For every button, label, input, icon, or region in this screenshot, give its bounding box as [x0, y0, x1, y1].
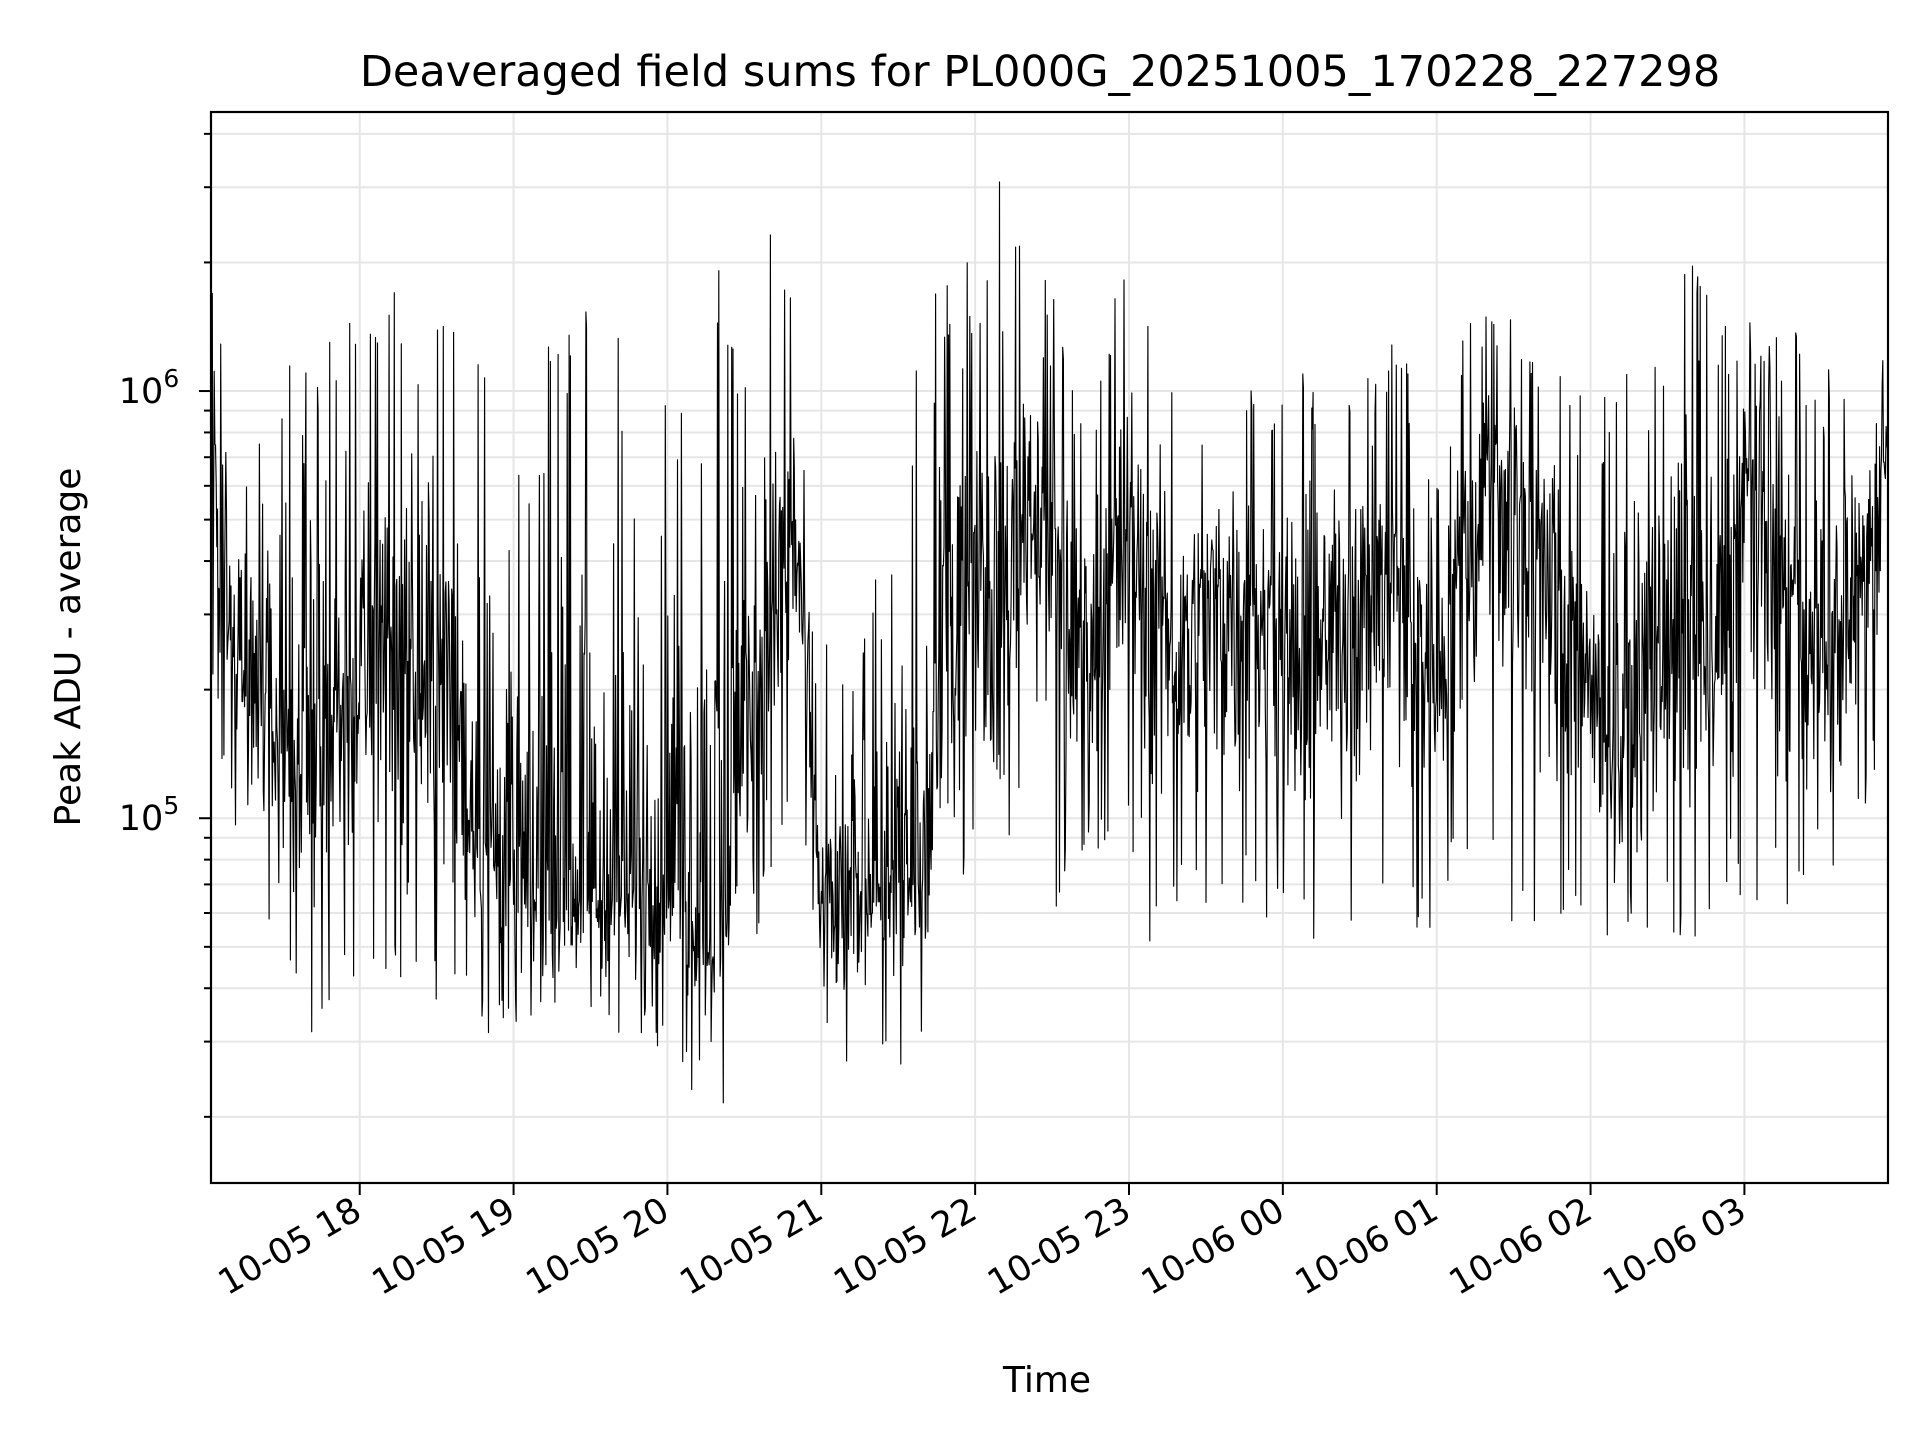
x-tick-label-9: 10-06 03 — [1597, 1190, 1753, 1303]
y-tick-label-1: 106 — [119, 364, 179, 412]
chart-title: Deaveraged field sums for PL000G_2025100… — [360, 47, 1720, 97]
x-axis-label: Time — [1002, 1360, 1091, 1401]
x-tick-label-2: 10-05 20 — [520, 1190, 676, 1303]
x-tick-label-6: 10-06 00 — [1135, 1190, 1291, 1303]
x-tick-label-7: 10-06 01 — [1289, 1190, 1445, 1303]
x-tick-label-0: 10-05 18 — [212, 1190, 368, 1303]
y-axis-label: Peak ADU - average — [48, 468, 89, 827]
y-tick-label-0: 105 — [119, 791, 179, 839]
x-tick-label-8: 10-06 02 — [1443, 1190, 1599, 1303]
series-layer — [210, 181, 1889, 1104]
x-tick-label-4: 10-05 22 — [827, 1190, 983, 1303]
x-tick-label-3: 10-05 21 — [673, 1190, 829, 1303]
x-tick-label-5: 10-05 23 — [981, 1190, 1137, 1303]
x-tick-label-1: 10-05 19 — [366, 1190, 522, 1303]
series-line-0 — [210, 181, 1889, 1104]
plot-frame — [209, 110, 1890, 1185]
